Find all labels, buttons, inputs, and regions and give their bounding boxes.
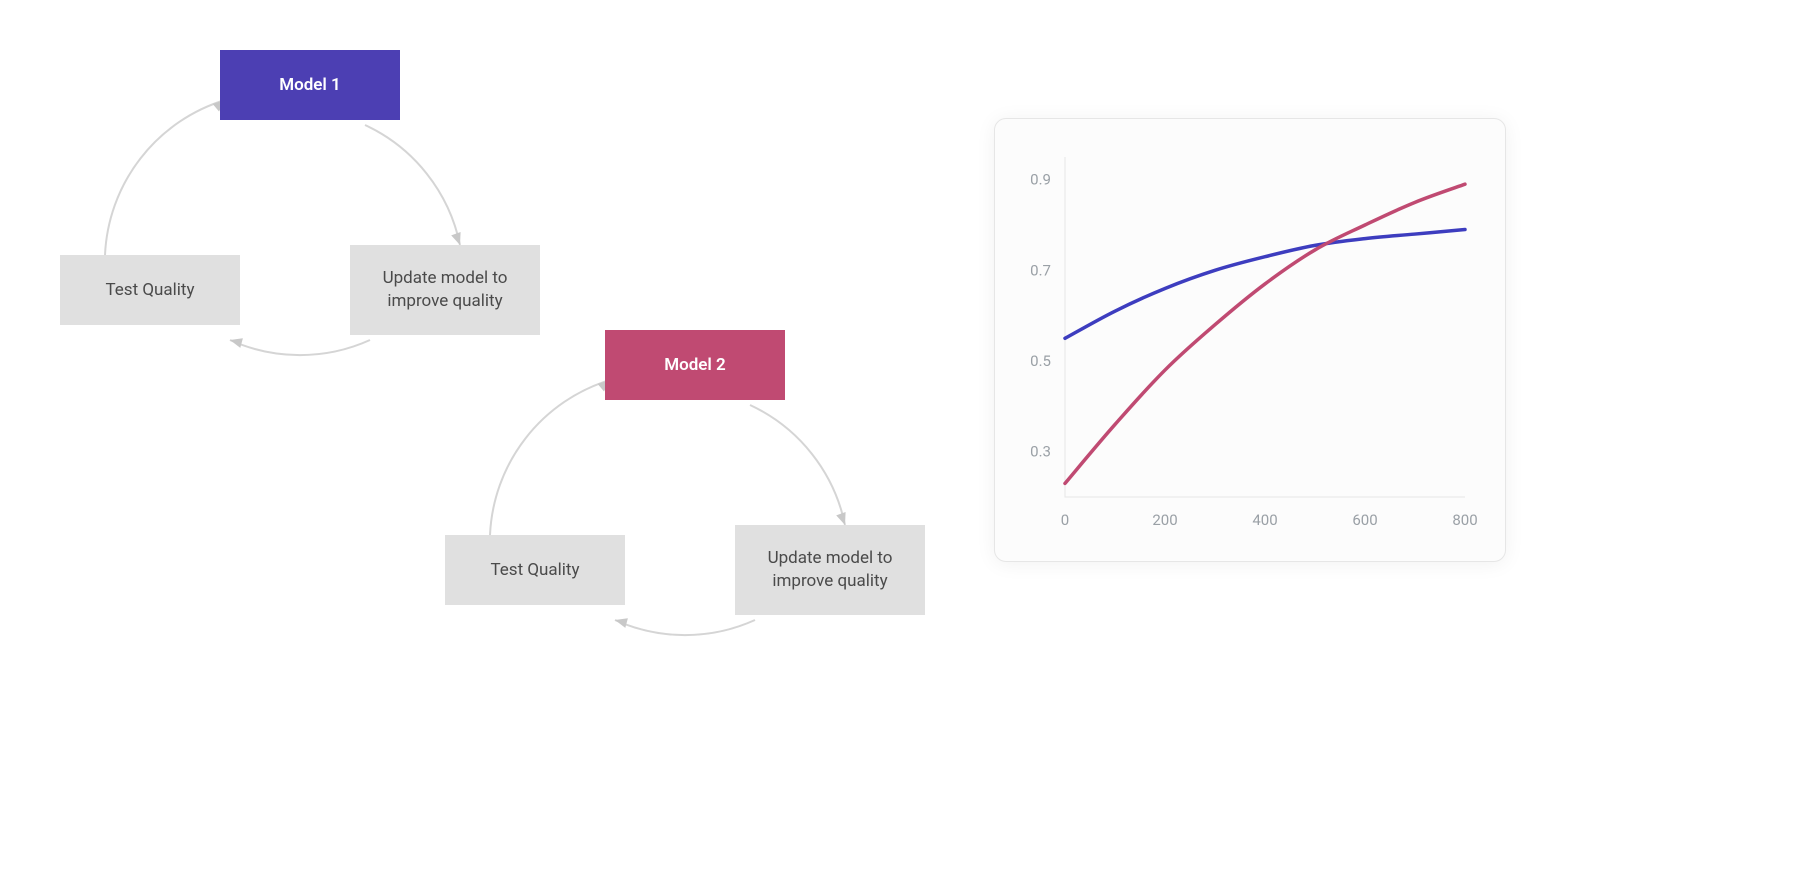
svg-text:0.5: 0.5 xyxy=(1030,352,1051,370)
svg-text:0.3: 0.3 xyxy=(1030,443,1051,461)
cycle1-test-box: Test Quality xyxy=(60,255,240,325)
cycle-model-2: Model 2 Test Quality Update model to imp… xyxy=(445,310,945,670)
svg-text:0.7: 0.7 xyxy=(1030,261,1051,279)
cycle2-test-box: Test Quality xyxy=(445,535,625,605)
svg-text:600: 600 xyxy=(1352,511,1377,529)
cycle2-update-box: Update model to improve quality xyxy=(735,525,925,615)
svg-text:400: 400 xyxy=(1252,511,1277,529)
svg-text:0.9: 0.9 xyxy=(1030,171,1051,189)
cycle2-update-label: Update model to improve quality xyxy=(747,547,913,593)
model1-box: Model 1 xyxy=(220,50,400,120)
svg-text:800: 800 xyxy=(1452,511,1477,529)
model2-label: Model 2 xyxy=(664,354,726,377)
cycle2-test-label: Test Quality xyxy=(490,559,579,582)
model1-label: Model 1 xyxy=(279,74,341,97)
svg-text:0: 0 xyxy=(1061,511,1069,529)
svg-text:200: 200 xyxy=(1152,511,1177,529)
line-chart: 0.3 0.5 0.7 0.9 0 200 400 600 800 xyxy=(1013,147,1479,539)
series-model-2 xyxy=(1065,184,1465,483)
cycle1-update-label: Update model to improve quality xyxy=(362,267,528,313)
cycle1-test-label: Test Quality xyxy=(105,279,194,302)
model2-box: Model 2 xyxy=(605,330,785,400)
chart-card: 0.3 0.5 0.7 0.9 0 200 400 600 800 xyxy=(994,118,1506,562)
